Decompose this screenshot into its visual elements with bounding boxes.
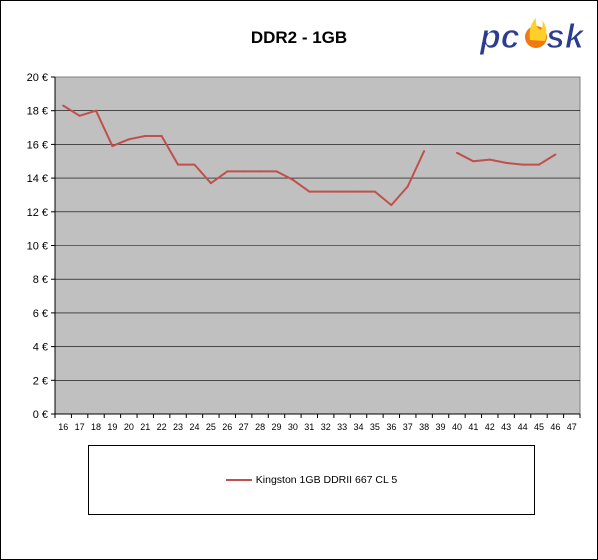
chart-title: DDR2 - 1GB	[250, 28, 348, 47]
data-point	[193, 163, 196, 166]
x-tick-label: 19	[107, 422, 117, 432]
x-tick-label: 28	[255, 422, 265, 432]
data-point	[275, 170, 278, 173]
x-tick-label: 44	[518, 422, 528, 432]
data-point	[209, 182, 212, 185]
data-point	[111, 145, 114, 148]
data-point	[242, 170, 245, 173]
x-tick-label: 37	[403, 422, 413, 432]
data-point	[455, 151, 458, 154]
data-point	[472, 160, 475, 163]
y-tick-label: 10 €	[27, 241, 48, 253]
svg-text:sk: sk	[546, 18, 586, 56]
x-tick-label: 22	[157, 422, 167, 432]
data-point	[373, 190, 376, 193]
data-point	[177, 163, 180, 166]
x-tick-label: 41	[468, 422, 478, 432]
data-point	[357, 190, 360, 193]
x-tick-label: 21	[140, 422, 150, 432]
data-point	[521, 163, 524, 166]
y-tick-label: 12 €	[27, 207, 48, 219]
data-point	[62, 104, 65, 107]
legend-label: Kingston 1GB DDRII 667 CL 5	[255, 474, 398, 486]
y-tick-label: 2 €	[33, 375, 48, 387]
x-tick-label: 32	[321, 422, 331, 432]
x-tick-label: 42	[485, 422, 495, 432]
y-tick-label: 8 €	[33, 274, 48, 286]
flame-icon	[525, 18, 547, 48]
data-point	[160, 134, 163, 137]
x-tick-label: 46	[550, 422, 560, 432]
x-tick-label: 45	[534, 422, 544, 432]
y-tick-label: 14 €	[27, 173, 48, 185]
data-point	[324, 190, 327, 193]
line-chart: 0 €2 €4 €6 €8 €10 €12 €14 €16 €18 €20 € …	[27, 72, 581, 432]
x-tick-label: 26	[222, 422, 232, 432]
data-point	[291, 178, 294, 181]
x-tick-label: 24	[189, 422, 199, 432]
x-tick-label: 17	[75, 422, 85, 432]
y-tick-label: 20 €	[27, 72, 48, 84]
x-tick-label: 29	[271, 422, 281, 432]
data-point	[144, 134, 147, 137]
x-tick-label: 43	[501, 422, 511, 432]
data-point	[341, 190, 344, 193]
y-axis: 0 € 2 € 4 € 6 € 8 € 10 € 12 € 14 € 16 € 18 € 20 €	[27, 72, 56, 421]
x-axis: 16 17 18 19 20 21 22 23 24 25 26 27 28 29 30 31 32 33 34 35…	[54, 413, 581, 432]
pcosk-logo: pc sk	[479, 18, 587, 57]
y-tick-label: 4 €	[33, 342, 48, 354]
data-point	[78, 114, 81, 117]
x-tick-label: 34	[354, 422, 364, 432]
gridlines	[55, 110, 580, 381]
x-tick-label: 36	[386, 422, 396, 432]
data-point	[505, 161, 508, 164]
x-tick-label: 16	[58, 422, 68, 432]
x-tick-label: 39	[436, 422, 446, 432]
x-tick-label: 30	[288, 422, 298, 432]
legend: Kingston 1GB DDRII 667 CL 5	[88, 445, 535, 515]
x-tick-label: 25	[206, 422, 216, 432]
x-tick-label: 47	[567, 422, 577, 432]
x-tick-label: 35	[370, 422, 380, 432]
x-tick-label: 33	[337, 422, 347, 432]
data-point	[488, 158, 491, 161]
data-point	[308, 190, 311, 193]
x-tick-label: 31	[304, 422, 314, 432]
data-point	[226, 170, 229, 173]
x-tick-label: 40	[452, 422, 462, 432]
legend-item: Kingston 1GB DDRII 667 CL 5	[89, 474, 534, 486]
x-tick-label: 27	[239, 422, 249, 432]
x-tick-label: 20	[124, 422, 134, 432]
data-point	[259, 170, 262, 173]
data-point	[390, 204, 393, 207]
y-tick-label: 16 €	[27, 139, 48, 151]
y-tick-label: 0 €	[33, 409, 48, 421]
data-point	[127, 138, 130, 141]
x-tick-label: 38	[419, 422, 429, 432]
x-tick-label: 18	[91, 422, 101, 432]
data-point	[537, 163, 540, 166]
data-point	[554, 153, 557, 156]
data-point	[95, 109, 98, 112]
y-tick-label: 6 €	[33, 308, 48, 320]
data-point	[423, 150, 426, 153]
series-layer	[62, 104, 557, 207]
data-point	[406, 185, 409, 188]
x-tick-label: 23	[173, 422, 183, 432]
legend-swatch	[225, 479, 252, 482]
y-tick-label: 18 €	[27, 106, 48, 118]
svg-text:pc: pc	[479, 18, 520, 56]
